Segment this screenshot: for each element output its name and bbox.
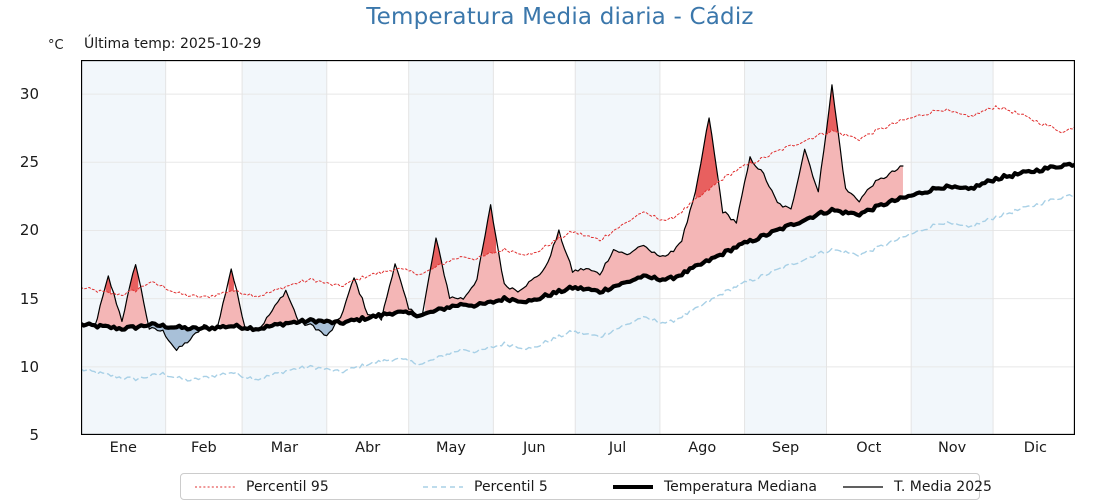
extreme-heat-fill [130, 264, 139, 292]
anomaly-fill-regions [81, 84, 903, 351]
extreme-heat-fill [228, 269, 234, 292]
legend-label: Temperatura Mediana [664, 478, 817, 495]
plot-frame [81, 60, 1075, 435]
chart-series-lines [81, 84, 1075, 382]
x-axis-tick-label: Feb [191, 440, 217, 456]
month-background-bands [81, 60, 1075, 435]
x-axis-tick-label: Jun [522, 440, 546, 456]
extreme-heat-fill [826, 84, 838, 135]
y-axis-tick-label: 20 [19, 221, 39, 240]
y-axis-tick-label: 10 [19, 357, 39, 376]
temperature-chart-svg [81, 60, 1075, 435]
dashed-blue-line-icon [423, 485, 463, 488]
y-axis-tick-labels: 5 10 15 20 25 30 [0, 0, 80, 500]
thick-black-line-icon [613, 484, 653, 489]
extreme-heat-fill [482, 204, 497, 257]
x-axis-tick-label: Ago [688, 440, 717, 456]
plot-area [81, 60, 1075, 435]
dotted-red-line-icon [195, 486, 235, 487]
warm-anomaly-fill [425, 129, 903, 314]
x-axis-tick-label: Mar [270, 440, 299, 456]
x-axis-tick-label: Oct [856, 440, 882, 456]
extreme-heat-fill [105, 275, 112, 295]
y-axis-tick-label: 25 [19, 153, 39, 172]
chart-legend: Percentil 95 Percentil 5 Temperatura Media… [180, 473, 992, 500]
y-axis-unit-label: °C [48, 38, 64, 53]
warm-anomaly-fill [97, 288, 147, 330]
series-line-percentil-5 [81, 193, 1075, 382]
x-axis-tick-labels: Ene Feb Mar Abr May Jun Jul Ago Sep Oct Nov Dic [0, 440, 1120, 462]
series-line-temperatura-mediana [81, 161, 1075, 333]
y-axis-tick-label: 30 [19, 85, 39, 104]
warm-anomaly-fill [384, 269, 420, 317]
x-axis-tick-label: Jul [608, 440, 627, 456]
page-title: Temperatura Media diaria - Cádiz [366, 4, 754, 30]
x-axis-tick-label: Sep [771, 440, 800, 456]
legend-label: Percentil 95 [246, 478, 329, 495]
legend-item-3[interactable]: Temperatura Mediana [611, 474, 817, 499]
series-line-percentil-95 [81, 105, 1075, 299]
y-axis-tick-label: 5 [29, 426, 39, 444]
legend-label: T. Media 2025 [894, 478, 992, 495]
thin-black-line-icon [843, 485, 883, 488]
cool-anomaly-fill [299, 319, 335, 336]
x-axis-tick-label: Nov [937, 440, 967, 456]
warm-anomaly-fill [337, 280, 374, 324]
x-axis-tick-label: Abr [355, 440, 381, 456]
y-axis-tick-label: 15 [19, 289, 39, 308]
x-axis-tick-label: Ene [109, 440, 137, 456]
warm-anomaly-fill [261, 290, 297, 329]
extreme-heat-fill [430, 238, 442, 270]
last-temp-label: Última temp: 2025-10-29 [84, 36, 262, 52]
x-axis-tick-label: May [436, 440, 467, 456]
legend-item-2[interactable]: Percentil 5 [421, 474, 548, 499]
legend-label: Percentil 5 [474, 478, 548, 495]
legend-item-4[interactable]: T. Media 2025 [841, 474, 992, 499]
legend-item-1[interactable]: Percentil 95 [193, 474, 329, 499]
x-axis-tick-label: Dic [1023, 440, 1047, 456]
chart-gridlines [81, 60, 1075, 435]
